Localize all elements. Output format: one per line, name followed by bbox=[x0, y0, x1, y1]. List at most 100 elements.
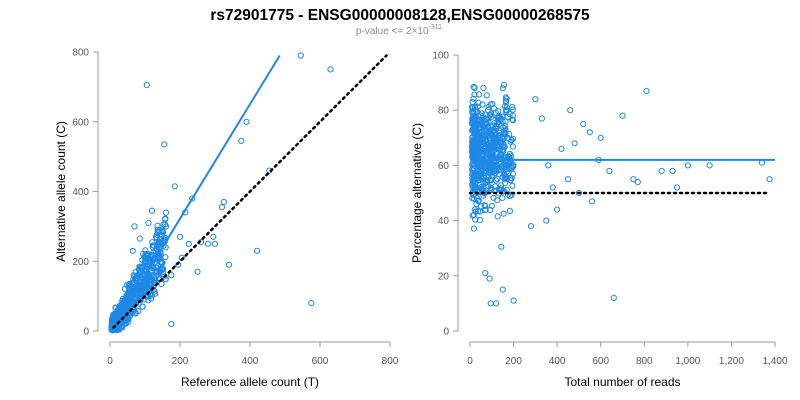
scatter-point bbox=[194, 268, 201, 275]
scatter-point bbox=[470, 110, 477, 117]
y-tick-label: 800 bbox=[72, 48, 89, 59]
scatter-point bbox=[673, 184, 681, 191]
scatter-point bbox=[482, 269, 489, 277]
scatter-point bbox=[327, 66, 334, 73]
scatter-point bbox=[500, 161, 507, 168]
scatter-point bbox=[149, 239, 156, 246]
scatter-point bbox=[474, 116, 481, 124]
scatter-point bbox=[499, 194, 506, 202]
scatter-point bbox=[485, 106, 492, 114]
y-tick-label: 0 bbox=[443, 327, 449, 338]
scatter-point bbox=[527, 223, 535, 230]
scatter-point bbox=[140, 250, 147, 258]
scatter-point bbox=[145, 219, 152, 226]
x-tick-label: 1,000 bbox=[675, 356, 700, 367]
scatter-point bbox=[131, 223, 138, 230]
chart-subtitle: p-value <= 2×10-311 bbox=[356, 24, 442, 37]
scatter-point bbox=[493, 300, 500, 307]
scatter-point bbox=[136, 235, 143, 242]
scatter-point bbox=[155, 239, 163, 246]
scatter-point bbox=[490, 130, 497, 137]
x-tick-label: 200 bbox=[505, 356, 522, 367]
scatter-point bbox=[135, 271, 142, 278]
scatter-point bbox=[253, 247, 261, 254]
scatter-point bbox=[495, 132, 502, 140]
scatter-point bbox=[488, 110, 495, 117]
scatter-point bbox=[125, 319, 132, 326]
scatter-point bbox=[238, 137, 245, 144]
scatter-point bbox=[469, 108, 476, 116]
scatter-point bbox=[480, 143, 487, 150]
scatter-point bbox=[115, 304, 122, 311]
scatter-point bbox=[619, 112, 626, 119]
scatter-point bbox=[643, 87, 650, 95]
scatter-point bbox=[483, 116, 490, 123]
x-tick-label: 1,200 bbox=[719, 356, 744, 367]
scatter-point bbox=[185, 240, 192, 247]
scatter-point bbox=[146, 276, 153, 283]
scatter-point bbox=[469, 140, 476, 147]
scatter-point bbox=[129, 247, 136, 254]
scatter-point bbox=[481, 124, 488, 131]
scatter-point bbox=[476, 138, 484, 146]
scatter-point bbox=[506, 131, 513, 138]
scatter-point bbox=[486, 134, 493, 141]
y-tick-label: 20 bbox=[438, 271, 450, 282]
scatter-point bbox=[564, 176, 572, 183]
scatter-point bbox=[488, 202, 496, 209]
y-tick-label: 80 bbox=[438, 106, 450, 117]
scatter-point bbox=[171, 183, 178, 190]
scatter-point bbox=[473, 200, 480, 207]
scatter-point bbox=[549, 184, 556, 191]
scatter-point bbox=[498, 243, 505, 250]
scatter-point bbox=[153, 231, 160, 238]
scatter-point bbox=[495, 121, 502, 128]
scatter-point bbox=[473, 171, 480, 178]
scatter-point bbox=[127, 297, 134, 304]
scatter-point bbox=[154, 222, 161, 229]
scatter-point bbox=[509, 143, 517, 150]
scatter-point bbox=[152, 247, 159, 254]
scatter-point bbox=[140, 288, 147, 295]
scatter-point bbox=[146, 273, 153, 280]
subtitle-exponent: -311 bbox=[429, 24, 443, 31]
scatter-point bbox=[503, 95, 510, 102]
scatter-point bbox=[494, 175, 501, 183]
scatter-point bbox=[606, 167, 613, 174]
scatter-point bbox=[567, 107, 574, 114]
scatter-point bbox=[482, 202, 489, 210]
scatter-point bbox=[159, 259, 166, 267]
x-tick-label: 400 bbox=[549, 356, 566, 367]
scatter-point bbox=[119, 298, 126, 305]
x-tick-label: 800 bbox=[636, 356, 653, 367]
right-scatter-panel: 0 200 400 600 800 1,000 1,200 1,400 0 20 40 60 80 100… bbox=[410, 51, 788, 390]
scatter-point bbox=[495, 167, 503, 174]
scatter-point bbox=[471, 91, 478, 98]
scatter-point bbox=[476, 134, 483, 141]
scatter-point bbox=[503, 107, 510, 114]
y-tick-label: 600 bbox=[72, 117, 89, 128]
y-tick-label: 100 bbox=[432, 51, 449, 62]
scatter-point bbox=[143, 82, 150, 89]
scatter-point bbox=[479, 155, 486, 162]
scatter-point bbox=[478, 110, 486, 117]
scatter-point bbox=[477, 164, 485, 171]
scatter-point bbox=[162, 223, 170, 230]
scatter-point bbox=[538, 115, 546, 122]
scatter-point bbox=[477, 130, 484, 137]
scatter-point bbox=[162, 209, 169, 216]
scatter-point bbox=[476, 217, 483, 224]
scatter-point bbox=[554, 206, 561, 213]
scatter-point bbox=[472, 127, 479, 134]
scatter-point bbox=[487, 128, 494, 135]
x-tick-label: 200 bbox=[172, 356, 189, 367]
scatter-point bbox=[471, 84, 478, 92]
scatter-point bbox=[658, 167, 665, 174]
scatter-point bbox=[297, 52, 304, 59]
scatter-point bbox=[495, 186, 502, 193]
scatter-point bbox=[475, 197, 482, 204]
scatter-point bbox=[507, 152, 514, 159]
scatter-point bbox=[506, 111, 513, 118]
scatter-point bbox=[154, 268, 161, 275]
scatter-point bbox=[141, 253, 148, 261]
